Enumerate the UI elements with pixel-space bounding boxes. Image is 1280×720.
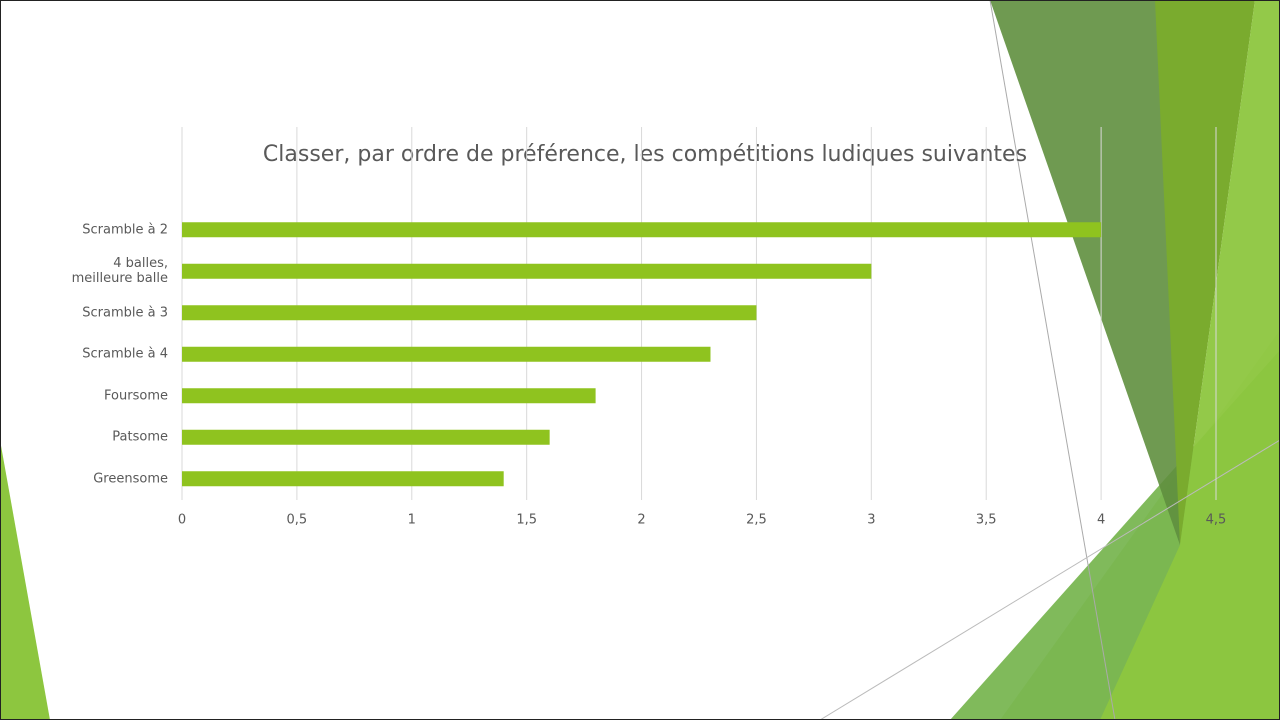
x-tick-label: 1 [408,513,416,528]
x-tick-label: 2,5 [746,513,767,528]
x-tick-label: 0 [178,513,186,528]
y-tick-label: Greensome [93,471,168,487]
bar [182,388,596,404]
y-tick-label: Scramble à 3 [82,305,168,321]
x-tick-label: 4,5 [1206,513,1227,528]
chart-title: Classer, par ordre de préférence, les co… [263,142,1027,167]
y-tick-label: Scramble à 2 [82,222,168,238]
x-tick-label: 1,5 [516,513,537,528]
bar [182,305,757,321]
bar [182,346,711,362]
x-tick-label: 3 [867,513,875,528]
bar [182,429,550,445]
bar [182,471,504,487]
x-tick-label: 0,5 [287,513,308,528]
x-tick-label: 4 [1097,513,1105,528]
y-tick-label: 4 balles, meilleure balle [71,256,168,287]
bar [182,222,1102,238]
x-tick-label: 3,5 [976,513,997,528]
y-tick-label: Foursome [104,388,168,404]
x-tick-label: 2 [637,513,645,528]
y-tick-label: Patsome [112,429,168,445]
y-tick-label: Scramble à 4 [82,346,168,362]
bar [182,263,872,279]
